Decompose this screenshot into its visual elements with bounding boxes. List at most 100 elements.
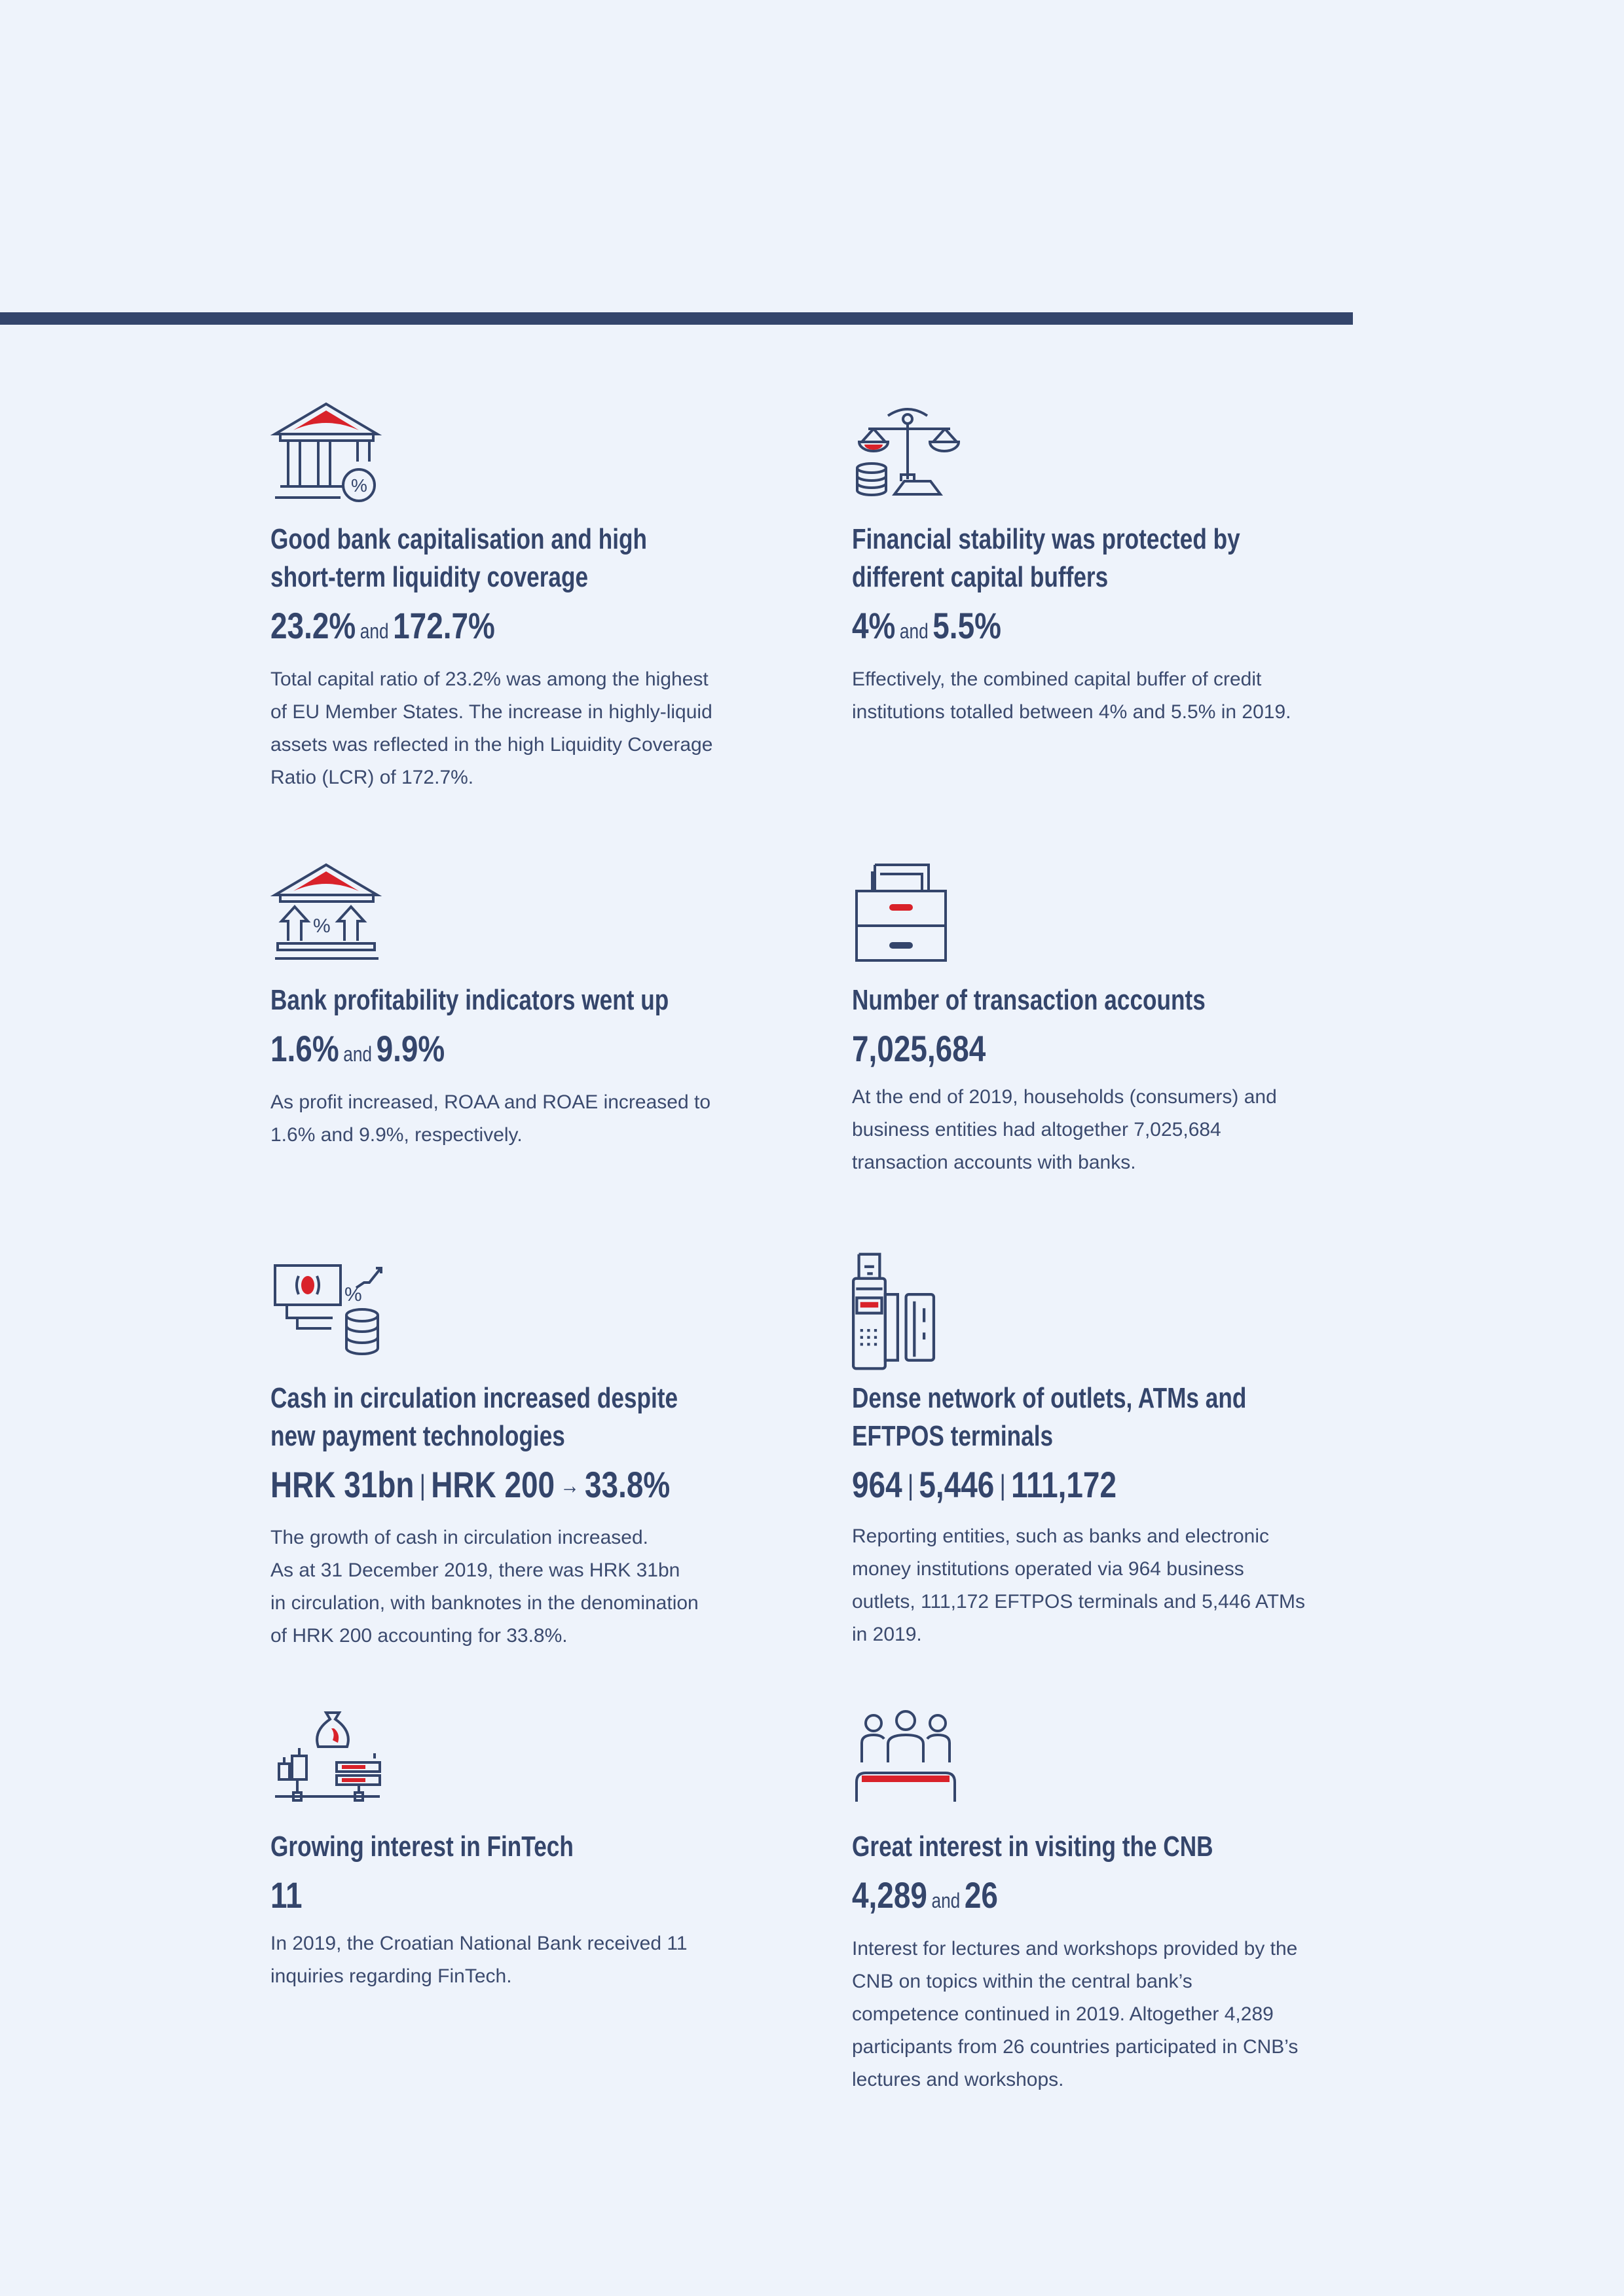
- text: money institutions operated via 964 busi…: [852, 1558, 1244, 1580]
- text: and: [931, 1889, 961, 1912]
- text: 7,025,684: [852, 1028, 986, 1069]
- text: CNB on topics within the central bank’s: [852, 1971, 1192, 1992]
- card-cnb-visits: Great interest in visiting the CNB 4,289…: [852, 1710, 1389, 2096]
- card-title: Growing interest in FinTech: [270, 1828, 700, 1866]
- text: 23.2%: [270, 605, 356, 646]
- text: HRK 200: [431, 1464, 555, 1505]
- card-bank-profitability: % Bank profitability indicators went up …: [270, 863, 807, 1152]
- text: 33.8%: [584, 1464, 671, 1505]
- card-body: The growth of cash in circulation increa…: [270, 1522, 807, 1652]
- bank-percent-icon: %: [270, 402, 807, 502]
- card-title: Good bank capitalisation and high short-t…: [270, 520, 700, 596]
- text: |: [999, 1469, 1006, 1501]
- card-outlets-network: Dense network of outlets, ATMs and EFTPOS…: [852, 1252, 1389, 1651]
- text: 172.7%: [393, 605, 495, 646]
- text: new payment technologies: [270, 1420, 565, 1452]
- svg-text:%: %: [351, 475, 367, 496]
- card-stats: HRK 31bn | HRK 200 → 33.8%: [270, 1462, 710, 1512]
- text: The growth of cash in circulation increa…: [270, 1527, 648, 1548]
- text: and: [899, 619, 929, 643]
- text: assets was reflected in the high Liquidi…: [270, 734, 713, 756]
- card-bank-capitalisation: % Good bank capitalisation and high short…: [270, 402, 807, 794]
- card-financial-stability: Financial stability was protected by diff…: [852, 403, 1389, 729]
- text: HRK 31bn: [270, 1464, 415, 1505]
- card-stats: 964 | 5,446 | 111,172: [852, 1462, 1292, 1511]
- text: lectures and workshops.: [852, 2069, 1064, 2090]
- text: outlets, 111,172 EFTPOS terminals and 5,…: [852, 1591, 1306, 1613]
- header-divider-bar: [0, 312, 1353, 325]
- text: 4,289: [852, 1874, 927, 1916]
- card-title: Number of transaction accounts: [852, 981, 1282, 1019]
- text: Growing interest in FinTech: [270, 1831, 574, 1863]
- card-fintech: Growing interest in FinTech 11 In 2019, …: [270, 1710, 807, 1993]
- text: in circulation, with banknotes in the de…: [270, 1592, 699, 1614]
- text: As at 31 December 2019, there was HRK 31…: [270, 1559, 680, 1581]
- text: At the end of 2019, households (consumer…: [852, 1086, 1277, 1108]
- text: Total capital ratio of 23.2% was among t…: [270, 668, 709, 690]
- bank-arrows-up-icon: %: [270, 863, 807, 962]
- text: institutions totalled between 4% and 5.5…: [852, 701, 1291, 723]
- arrow-right-icon: →: [560, 1472, 580, 1499]
- card-cash-circulation: % Cash in circulation increased despite n…: [270, 1262, 807, 1652]
- text: 5.5%: [932, 605, 1001, 646]
- text: Great interest in visiting the CNB: [852, 1831, 1213, 1863]
- card-stats: 4,289 and 26: [852, 1872, 1292, 1923]
- card-body: Interest for lectures and workshops prov…: [852, 1933, 1389, 2096]
- card-body: Total capital ratio of 23.2% was among t…: [270, 663, 807, 794]
- text: 5,446: [919, 1464, 995, 1505]
- text: short-term liquidity coverage: [270, 561, 589, 593]
- text: 4%: [852, 605, 896, 646]
- text: competence continued in 2019. Altogether…: [852, 2003, 1274, 2025]
- text: As profit increased, ROAA and ROAE incre…: [270, 1091, 710, 1113]
- text: different capital buffers: [852, 561, 1109, 593]
- card-title: Great interest in visiting the CNB: [852, 1828, 1282, 1866]
- text: Financial stability was protected by: [852, 523, 1240, 555]
- text: business entities had altogether 7,025,6…: [852, 1119, 1221, 1140]
- text: EFTPOS terminals: [852, 1420, 1054, 1452]
- scales-coins-icon: [852, 403, 1389, 501]
- fintech-moneybag-icon: [270, 1710, 807, 1808]
- text: Dense network of outlets, ATMs and: [852, 1382, 1247, 1414]
- text: in 2019.: [852, 1624, 922, 1645]
- text: Ratio (LCR) of 172.7%.: [270, 767, 474, 788]
- card-title: Dense network of outlets, ATMs and EFTPOS…: [852, 1379, 1282, 1455]
- text: Cash in circulation increased despite: [270, 1382, 678, 1414]
- text: of HRK 200 accounting for 33.8%.: [270, 1625, 568, 1647]
- text: 9.9%: [376, 1028, 445, 1069]
- card-title: Cash in circulation increased despite new…: [270, 1379, 700, 1455]
- banknote-coins-icon: %: [270, 1262, 807, 1360]
- text: and: [360, 619, 389, 643]
- card-stats: 7,025,684: [852, 1026, 1292, 1072]
- text: 1.6% and 9.9%, respectively.: [270, 1124, 523, 1146]
- card-title: Financial stability was protected by diff…: [852, 520, 1282, 596]
- card-body: Reporting entities, such as banks and el…: [852, 1520, 1389, 1651]
- text: participants from 26 countries participa…: [852, 2036, 1299, 2058]
- text: 964: [852, 1464, 902, 1505]
- card-stats: 11: [270, 1872, 710, 1918]
- card-stats: 23.2% and 172.7%: [270, 603, 710, 654]
- card-title: Bank profitability indicators went up: [270, 981, 700, 1019]
- text: In 2019, the Croatian National Bank rece…: [270, 1933, 688, 1954]
- text: Reporting entities, such as banks and el…: [852, 1525, 1270, 1547]
- card-stats: 4% and 5.5%: [852, 603, 1292, 654]
- pos-terminal-card-icon: [852, 1252, 1389, 1370]
- svg-text:%: %: [313, 915, 331, 937]
- text: |: [419, 1469, 426, 1501]
- card-body: In 2019, the Croatian National Bank rece…: [270, 1927, 807, 1993]
- text: Effectively, the combined capital buffer…: [852, 668, 1262, 690]
- people-lecture-icon: [852, 1710, 1389, 1808]
- text: and: [343, 1042, 373, 1066]
- text: of EU Member States. The increase in hig…: [270, 701, 712, 723]
- text: 11: [270, 1874, 303, 1916]
- text: 111,172: [1011, 1464, 1117, 1505]
- text: transaction accounts with banks.: [852, 1152, 1136, 1173]
- text: |: [907, 1469, 914, 1501]
- card-body: At the end of 2019, households (consumer…: [852, 1081, 1389, 1179]
- file-cabinet-icon: [852, 864, 1389, 962]
- text: inquiries regarding FinTech.: [270, 1965, 512, 1987]
- card-body: As profit increased, ROAA and ROAE incre…: [270, 1086, 807, 1152]
- text: Bank profitability indicators went up: [270, 984, 669, 1016]
- text: 1.6%: [270, 1028, 339, 1069]
- card-transaction-accounts: Number of transaction accounts 7,025,684…: [852, 864, 1389, 1179]
- card-stats: 1.6% and 9.9%: [270, 1026, 710, 1077]
